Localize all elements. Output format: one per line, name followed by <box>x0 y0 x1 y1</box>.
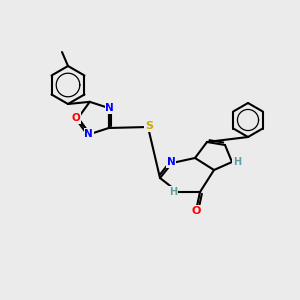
Text: N: N <box>84 129 93 139</box>
Text: O: O <box>72 113 80 123</box>
Text: O: O <box>191 206 201 216</box>
Text: N: N <box>84 129 93 139</box>
Text: N: N <box>167 157 176 167</box>
Text: H: H <box>233 157 241 167</box>
Text: S: S <box>145 121 153 131</box>
Text: H: H <box>169 187 177 197</box>
Text: N: N <box>105 103 114 113</box>
Text: O: O <box>191 206 201 216</box>
Text: N: N <box>105 103 114 113</box>
Text: O: O <box>72 113 80 123</box>
Text: H: H <box>233 157 241 167</box>
Text: H: H <box>169 187 177 197</box>
Text: S: S <box>145 121 153 131</box>
Text: N: N <box>167 157 176 167</box>
